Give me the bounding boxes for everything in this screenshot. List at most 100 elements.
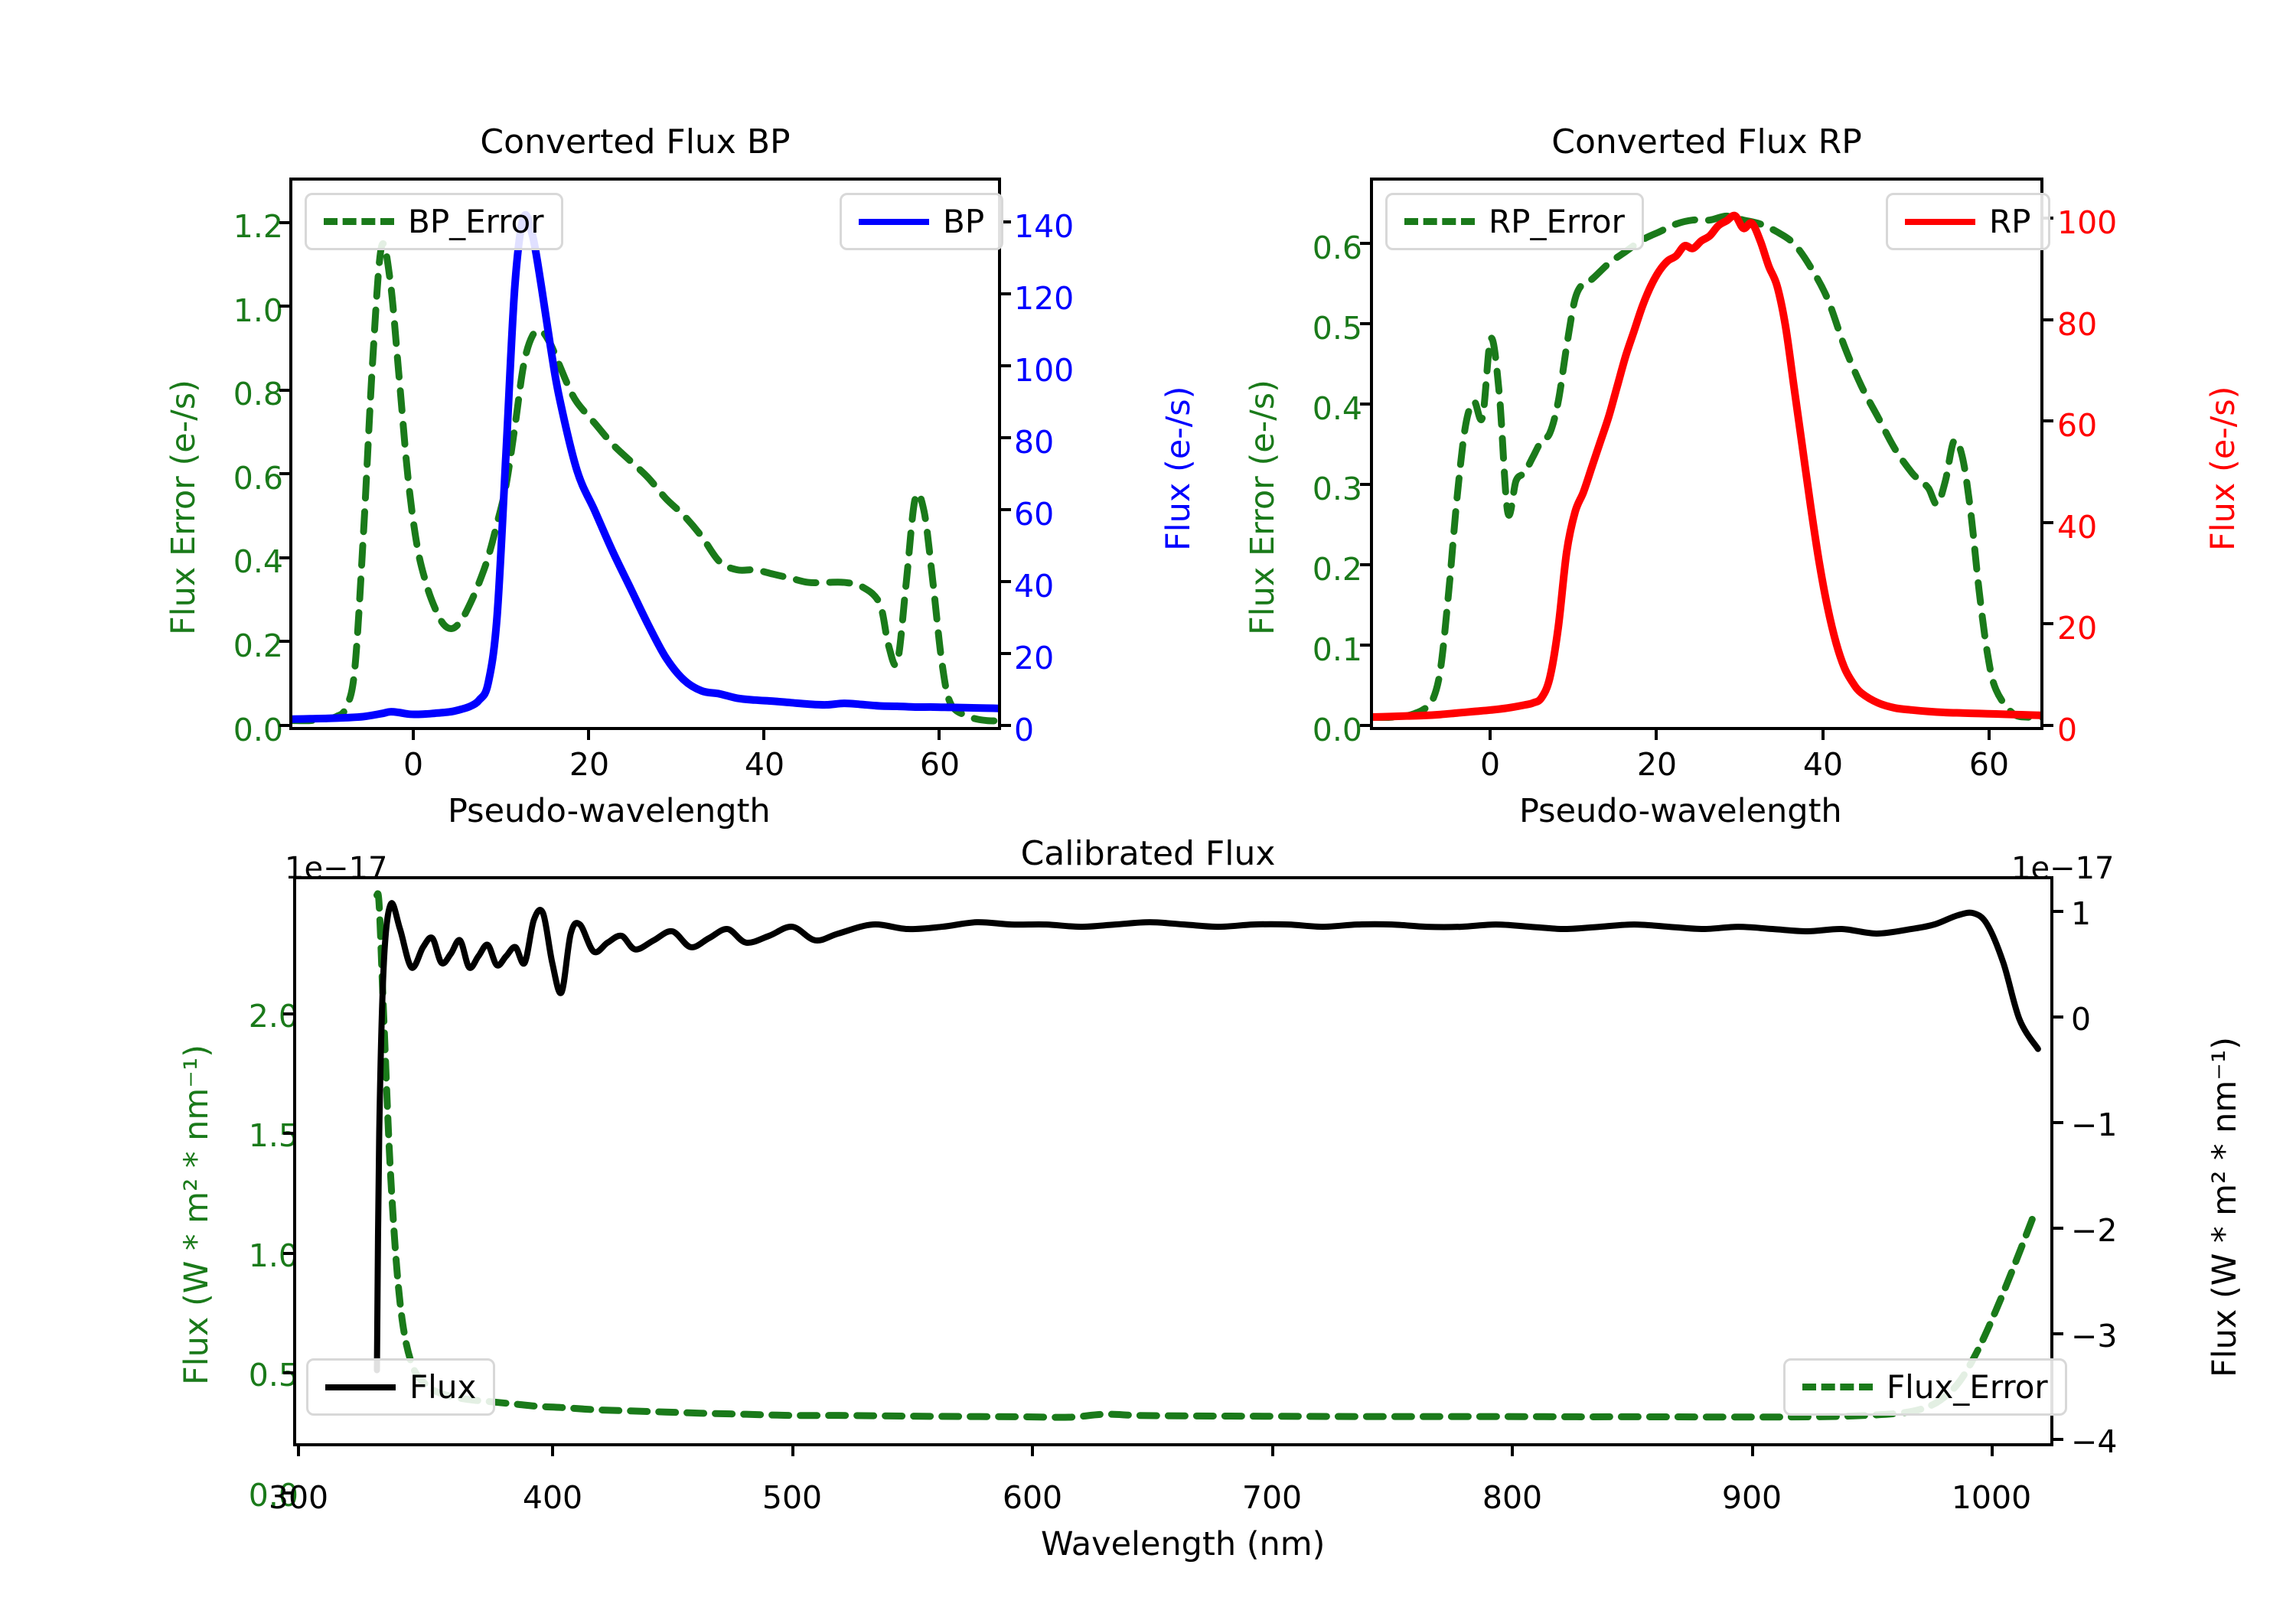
rp-tick-l6 bbox=[1360, 242, 1370, 245]
bp-ytick-left-0: 0.0 bbox=[233, 712, 283, 748]
bp-flux-legend[interactable]: BP bbox=[840, 193, 1004, 250]
rp-xtick-1: 20 bbox=[1636, 746, 1678, 783]
bp-ytick-left-2: 0.4 bbox=[233, 543, 283, 580]
bp-ytick-right-3: 60 bbox=[1014, 496, 1055, 533]
cal-plot-area bbox=[293, 876, 2053, 1446]
rp-flux-legend-label: RP bbox=[1989, 203, 2031, 240]
cal-xtick-5: 800 bbox=[1482, 1479, 1543, 1516]
cal-tick-x4 bbox=[1271, 1446, 1274, 1456]
bp-tick-x2 bbox=[762, 730, 765, 740]
bp-ytick-right-6: 120 bbox=[1014, 280, 1075, 317]
rp-ytick-right-5: 100 bbox=[2057, 204, 2118, 241]
cal-flux-legend[interactable]: Flux bbox=[306, 1358, 496, 1416]
calibrated-panel-title: Calibrated Flux bbox=[1020, 834, 1276, 873]
cal-tick-x3 bbox=[1031, 1446, 1034, 1456]
rp-flux-legend-line-icon bbox=[1905, 218, 1975, 225]
cal-error-legend[interactable]: Flux_Error bbox=[1783, 1358, 2067, 1416]
rp-flux-legend[interactable]: RP bbox=[1886, 193, 2050, 250]
rp-xtick-3: 60 bbox=[1968, 746, 2010, 783]
cal-tick-x6 bbox=[1751, 1446, 1754, 1456]
cal-ytick-left-3: 1.5 bbox=[248, 1117, 298, 1154]
rp-ytick-right-4: 80 bbox=[2057, 306, 2098, 343]
cal-tick-r0 bbox=[2053, 1438, 2063, 1441]
bp-ytick-right-2: 40 bbox=[1014, 568, 1055, 605]
rp-tick-l3 bbox=[1360, 483, 1370, 486]
rp-yaxis-label-left: Flux Error (e-/s) bbox=[1244, 380, 1282, 635]
bp-tick-l1 bbox=[279, 640, 289, 643]
rp-xaxis-label: Pseudo-wavelength bbox=[1519, 792, 1842, 830]
bp-error-legend[interactable]: BP_Error bbox=[305, 193, 563, 250]
cal-flux-legend-line-icon bbox=[325, 1384, 396, 1390]
cal-tick-l4 bbox=[283, 1012, 293, 1015]
rp-tick-r1 bbox=[2043, 622, 2053, 625]
bp-panel-title: Converted Flux BP bbox=[480, 122, 791, 161]
rp-tick-l5 bbox=[1360, 322, 1370, 325]
cal-tick-l0 bbox=[283, 1491, 293, 1495]
rp-tick-l0 bbox=[1360, 724, 1370, 727]
rp-tick-r0 bbox=[2043, 724, 2053, 727]
bp-ytick-left-6: 1.2 bbox=[233, 208, 283, 245]
bp-tick-l5 bbox=[279, 305, 289, 308]
cal-xtick-3: 600 bbox=[1002, 1479, 1063, 1516]
bp-xtick-2: 40 bbox=[744, 746, 785, 783]
bp-ytick-right-0: 0 bbox=[1014, 712, 1035, 748]
cal-tick-x1 bbox=[551, 1446, 554, 1456]
rp-error-legend[interactable]: RP_Error bbox=[1385, 193, 1644, 250]
cal-ytick-right-5: 1 bbox=[2071, 895, 2092, 932]
cal-error-legend-dash-icon bbox=[1802, 1384, 1873, 1390]
cal-tick-l2 bbox=[283, 1252, 293, 1255]
cal-tick-r5 bbox=[2053, 910, 2063, 913]
bp-ytick-right-4: 80 bbox=[1014, 424, 1055, 461]
rp-tick-x0 bbox=[1489, 730, 1492, 740]
rp-ytick-left-0: 0.0 bbox=[1312, 712, 1362, 748]
cal-tick-r1 bbox=[2053, 1332, 2063, 1335]
bp-ytick-left-3: 0.6 bbox=[233, 460, 283, 497]
cal-ytick-left-2: 1.0 bbox=[248, 1237, 298, 1274]
bp-tick-x3 bbox=[938, 730, 941, 740]
bp-flux-legend-line-icon bbox=[859, 218, 929, 225]
bp-xtick-1: 20 bbox=[569, 746, 610, 783]
bp-tick-l6 bbox=[279, 221, 289, 224]
bp-ytick-right-5: 100 bbox=[1014, 352, 1075, 389]
cal-tick-x0 bbox=[297, 1446, 300, 1456]
rp-ytick-right-2: 40 bbox=[2057, 509, 2098, 546]
rp-tick-l2 bbox=[1360, 563, 1370, 566]
cal-xtick-0: 300 bbox=[268, 1479, 329, 1516]
cal-xtick-4: 700 bbox=[1241, 1479, 1303, 1516]
cal-ytick-left-1: 0.5 bbox=[248, 1357, 298, 1393]
bp-xtick-0: 0 bbox=[403, 746, 424, 783]
rp-tick-r2 bbox=[2043, 521, 2053, 524]
rp-ytick-right-3: 60 bbox=[2057, 407, 2098, 444]
cal-ytick-right-4: 0 bbox=[2071, 1001, 2092, 1038]
bp-tick-r5 bbox=[1001, 364, 1011, 367]
cal-ytick-left-0: 0.0 bbox=[248, 1477, 298, 1514]
rp-yaxis-label-right: Flux (e-/s) bbox=[2204, 386, 2242, 551]
cal-xtick-6: 900 bbox=[1721, 1479, 1782, 1516]
rp-ytick-right-1: 20 bbox=[2057, 610, 2098, 647]
bp-flux-legend-label: BP bbox=[943, 203, 985, 240]
cal-tick-r4 bbox=[2053, 1015, 2063, 1019]
rp-ytick-left-4: 0.4 bbox=[1312, 390, 1362, 427]
rp-tick-r4 bbox=[2043, 318, 2053, 321]
bp-ytick-left-1: 0.2 bbox=[233, 627, 283, 664]
cal-ytick-right-0: −4 bbox=[2071, 1423, 2118, 1460]
rp-tick-x2 bbox=[1821, 730, 1825, 740]
bp-tick-x0 bbox=[412, 730, 415, 740]
bp-yaxis-label-right: Flux (e-/s) bbox=[1159, 386, 1198, 551]
bp-tick-l2 bbox=[279, 556, 289, 559]
rp-ytick-left-2: 0.2 bbox=[1312, 551, 1362, 588]
rp-plot-area bbox=[1370, 178, 2043, 730]
cal-ytick-right-3: −1 bbox=[2071, 1107, 2118, 1143]
rp-ytick-right-0: 0 bbox=[2057, 712, 2078, 748]
bp-yaxis-label-left: Flux Error (e-/s) bbox=[165, 380, 203, 635]
rp-curves bbox=[1373, 211, 2040, 722]
bp-tick-r4 bbox=[1001, 436, 1011, 439]
cal-xtick-2: 500 bbox=[762, 1479, 823, 1516]
cal-ytick-left-4: 2.0 bbox=[248, 998, 298, 1035]
bp-tick-r7 bbox=[1001, 220, 1011, 223]
cal-yaxis-label-left: Flux (W * m² * nm⁻¹) bbox=[178, 1045, 216, 1385]
bp-plot-area bbox=[289, 178, 1001, 730]
bp-curves bbox=[292, 210, 998, 725]
cal-tick-x5 bbox=[1511, 1446, 1514, 1456]
